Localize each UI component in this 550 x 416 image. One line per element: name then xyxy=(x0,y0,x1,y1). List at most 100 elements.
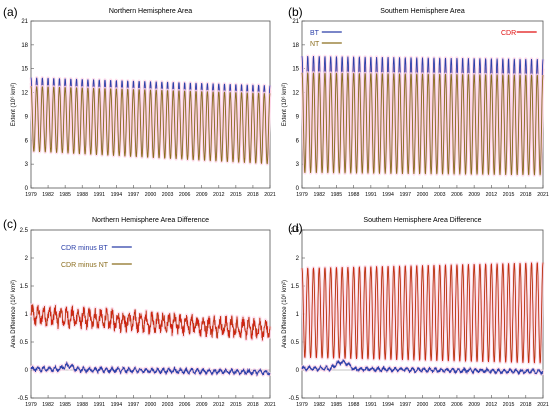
x-tick-label: 2018 xyxy=(247,402,259,408)
series-line-bt xyxy=(30,77,271,158)
x-tick-label: 2018 xyxy=(520,402,532,408)
y-tick-label: -0.5 xyxy=(18,396,29,402)
x-tick-label: 1982 xyxy=(42,192,54,198)
x-tick-label: 1988 xyxy=(348,192,360,198)
y-tick-label: 1 xyxy=(25,312,29,318)
x-tick-label: 2003 xyxy=(434,192,446,198)
y-tick-label: 0.5 xyxy=(291,340,300,346)
x-tick-label: 1991 xyxy=(94,402,106,408)
x-tick-label: 1985 xyxy=(59,192,71,198)
legend: BT NT CDR xyxy=(310,30,537,48)
x-tick-label: 2009 xyxy=(468,402,480,408)
legend-label: BT xyxy=(310,30,320,37)
y-tick-label: 15 xyxy=(292,67,299,73)
y-tick-label: 0 xyxy=(25,186,29,192)
legend-label: NT xyxy=(310,41,320,48)
panel-c: (c) Northern Hemisphere Area Difference Ar… xyxy=(3,217,276,408)
x-tick-label: 2000 xyxy=(145,192,157,198)
x-tick-label: 2021 xyxy=(264,402,276,408)
x-tick-label: 2021 xyxy=(537,402,549,408)
x-tick-label: 2009 xyxy=(468,192,480,198)
legend-label: CDR minus BT xyxy=(61,245,108,252)
x-tick-label: 1997 xyxy=(400,192,412,198)
y-tick-label: 6 xyxy=(296,138,300,144)
x-tick-label: 1994 xyxy=(111,192,123,198)
x-tick-label: 1991 xyxy=(365,192,377,198)
x-tick-label: 1997 xyxy=(400,402,412,408)
x-tick-label: 1979 xyxy=(25,192,37,198)
y-tick-label: 15 xyxy=(21,67,28,73)
panel-label: (a) xyxy=(3,5,18,19)
x-tick-label: 2015 xyxy=(230,192,242,198)
y-tick-label: 0 xyxy=(296,186,300,192)
panel-title: Southern Hemisphere Area xyxy=(380,8,465,15)
y-tick-label: 3 xyxy=(25,162,29,168)
x-tick-label: 2006 xyxy=(451,192,463,198)
x-tick-label: 2015 xyxy=(503,402,515,408)
y-tick-label: -0.5 xyxy=(289,396,300,402)
x-tick-label: 1994 xyxy=(382,402,394,408)
legend-label: CDR xyxy=(501,30,516,37)
x-tick-label: 2006 xyxy=(451,402,463,408)
y-axis-label: Area Difference (10⁶ km²) xyxy=(281,280,288,348)
y-axis-label: Extent (10⁶ km²) xyxy=(10,83,17,126)
series-line-nt xyxy=(301,72,544,176)
panel-d: (d) Southern Hemisphere Area Difference Ar… xyxy=(281,217,549,408)
legend-label: CDR minus NT xyxy=(61,262,109,269)
y-tick-label: 9 xyxy=(25,114,29,120)
x-tick-label: 2018 xyxy=(520,192,532,198)
x-tick-label: 2021 xyxy=(537,192,549,198)
x-tick-label: 1985 xyxy=(331,402,343,408)
y-tick-label: 2.5 xyxy=(291,228,300,234)
x-tick-label: 2000 xyxy=(145,402,157,408)
legend: CDR minus BT CDR minus NT xyxy=(61,245,132,269)
y-tick-label: 0 xyxy=(296,368,300,374)
x-tick-label: 1979 xyxy=(296,402,308,408)
y-tick-label: 2 xyxy=(25,256,29,262)
x-tick-label: 2021 xyxy=(264,192,276,198)
x-tick-label: 2006 xyxy=(179,192,191,198)
series-line-bt xyxy=(301,55,544,169)
x-tick-label: 2000 xyxy=(417,402,429,408)
x-tick-label: 1997 xyxy=(128,192,140,198)
y-tick-label: 21 xyxy=(292,19,299,25)
x-tick-label: 1982 xyxy=(313,192,325,198)
panel-label: (c) xyxy=(3,217,17,231)
y-tick-label: 1 xyxy=(296,312,300,318)
x-tick-label: 1985 xyxy=(331,192,343,198)
x-tick-label: 2015 xyxy=(503,192,515,198)
x-tick-label: 2012 xyxy=(213,192,225,198)
y-axis-label: Extent (10⁶ km²) xyxy=(281,83,288,126)
y-tick-label: 12 xyxy=(292,91,299,97)
x-tick-label: 2009 xyxy=(196,402,208,408)
series-line-nt xyxy=(30,86,271,165)
x-tick-label: 1988 xyxy=(348,402,360,408)
x-tick-label: 2006 xyxy=(179,402,191,408)
x-tick-label: 2003 xyxy=(162,192,174,198)
x-tick-label: 2003 xyxy=(162,402,174,408)
series-line-red-overlay xyxy=(30,304,271,341)
y-tick-label: 6 xyxy=(25,138,29,144)
x-tick-label: 2012 xyxy=(486,192,498,198)
y-tick-label: 9 xyxy=(296,114,300,120)
x-tick-label: 1991 xyxy=(365,402,377,408)
x-tick-label: 1982 xyxy=(42,402,54,408)
x-tick-label: 1991 xyxy=(94,192,106,198)
y-tick-label: 0 xyxy=(25,368,29,374)
panel-a: (a) Northern Hemisphere Area Extent (10⁶ k… xyxy=(3,5,276,198)
y-tick-label: 1.5 xyxy=(20,284,29,290)
x-tick-label: 2018 xyxy=(247,192,259,198)
x-tick-label: 2000 xyxy=(417,192,429,198)
panel-title: Northern Hemisphere Area Difference xyxy=(92,217,209,224)
y-tick-label: 18 xyxy=(21,43,28,49)
x-tick-label: 1988 xyxy=(76,192,88,198)
x-tick-label: 2009 xyxy=(196,192,208,198)
series-line-cdr-minus-bt xyxy=(301,359,544,376)
x-tick-label: 1994 xyxy=(111,402,123,408)
y-tick-label: 1.5 xyxy=(291,284,300,290)
panel-title: Southern Hemisphere Area Difference xyxy=(363,217,481,224)
x-tick-label: 1994 xyxy=(382,192,394,198)
panel-b: (b) Southern Hemisphere Area Extent (10⁶ k… xyxy=(281,5,549,198)
x-tick-label: 1988 xyxy=(76,402,88,408)
